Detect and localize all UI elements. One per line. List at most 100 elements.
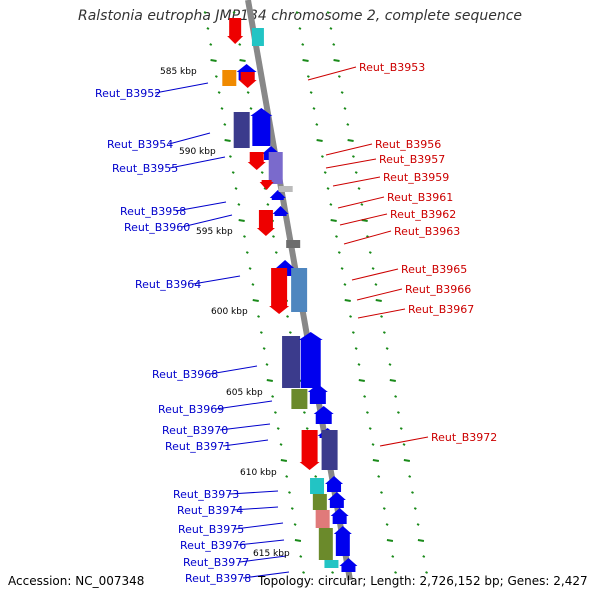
gene-feature bbox=[310, 478, 325, 494]
tick-mark bbox=[238, 219, 245, 222]
tick-mark bbox=[238, 43, 242, 46]
gene-label: Reut_B3965 bbox=[401, 263, 467, 276]
tick-mark bbox=[371, 443, 375, 446]
scale-ticks bbox=[203, 11, 429, 574]
tick-mark bbox=[374, 283, 378, 286]
tick-mark bbox=[259, 331, 263, 334]
tick-mark bbox=[388, 363, 392, 366]
gene-label: Reut_B3971 bbox=[165, 440, 231, 453]
label-connector bbox=[169, 156, 226, 169]
tick-mark bbox=[298, 27, 302, 30]
tick-mark bbox=[271, 395, 275, 398]
gene-arrowhead bbox=[276, 260, 295, 268]
gene-label: Reut_B3960 bbox=[124, 221, 190, 234]
tick-mark bbox=[357, 187, 361, 190]
gene-arrowhead bbox=[269, 306, 290, 314]
topology-text: Topology: circular; Length: 2,726,152 bp… bbox=[258, 574, 588, 588]
gene-feature bbox=[274, 214, 287, 216]
gene-label: Reut_B3955 bbox=[112, 162, 178, 175]
gene-feature bbox=[327, 484, 342, 492]
gene-feature bbox=[286, 240, 301, 248]
tick-mark bbox=[416, 523, 420, 526]
label-connector bbox=[168, 132, 211, 145]
tick-mark bbox=[206, 27, 210, 30]
gene-label: Reut_B3969 bbox=[158, 403, 224, 416]
tick-mark bbox=[340, 267, 344, 270]
gene-feature bbox=[309, 392, 326, 404]
gene-label: Reut_B3970 bbox=[162, 424, 228, 437]
scale-label: 595 kbp bbox=[196, 227, 233, 237]
gene-label: Reut_B3968 bbox=[152, 368, 218, 381]
label-connector bbox=[229, 490, 279, 495]
tick-mark bbox=[276, 427, 280, 430]
gene-feature bbox=[335, 534, 350, 556]
tick-mark bbox=[372, 459, 380, 462]
gene-feature bbox=[300, 340, 321, 388]
scale-label: 600 kbp bbox=[211, 307, 248, 317]
tick-mark bbox=[357, 363, 361, 366]
tick-mark bbox=[302, 411, 306, 414]
tick-mark bbox=[302, 59, 309, 62]
gene-label: Reut_B3952 bbox=[95, 87, 161, 100]
tick-mark bbox=[333, 59, 340, 62]
gene-feature bbox=[315, 510, 330, 528]
gene-label: Reut_B3962 bbox=[390, 208, 456, 221]
gene-label: Reut_B3958 bbox=[120, 205, 186, 218]
tick-mark bbox=[337, 75, 341, 78]
tick-mark bbox=[403, 459, 411, 462]
tick-mark bbox=[239, 59, 246, 62]
tick-mark bbox=[389, 379, 396, 382]
gene-feature bbox=[222, 70, 237, 86]
tick-mark bbox=[260, 171, 264, 174]
tick-mark bbox=[360, 203, 364, 206]
tick-mark bbox=[249, 107, 253, 110]
scale-label: 615 kbp bbox=[253, 549, 290, 559]
tick-mark bbox=[344, 299, 351, 302]
scale-label: 590 kbp bbox=[179, 147, 216, 157]
tick-mark bbox=[262, 347, 266, 350]
gene-arrowhead bbox=[269, 190, 286, 198]
tick-mark bbox=[375, 299, 382, 302]
tick-mark bbox=[315, 123, 319, 126]
gene-feature bbox=[324, 560, 339, 568]
tick-mark bbox=[408, 475, 412, 478]
tick-mark bbox=[285, 475, 289, 478]
tick-mark bbox=[228, 155, 232, 158]
tick-mark bbox=[332, 43, 336, 46]
gene-feature bbox=[240, 72, 255, 80]
label-connector bbox=[325, 158, 377, 169]
label-connector bbox=[332, 176, 381, 187]
tick-mark bbox=[365, 411, 369, 414]
tick-mark bbox=[413, 507, 417, 510]
tick-mark bbox=[351, 155, 355, 158]
tick-mark bbox=[309, 91, 313, 94]
gene-feature bbox=[233, 112, 250, 148]
gene-feature bbox=[251, 28, 264, 46]
gene-label: Reut_B3972 bbox=[431, 431, 497, 444]
tick-mark bbox=[231, 171, 235, 174]
tick-mark bbox=[223, 123, 227, 126]
label-connector bbox=[339, 213, 388, 226]
gene-arrowhead bbox=[339, 558, 358, 566]
gene-arrowhead bbox=[327, 492, 346, 500]
gene-feature bbox=[291, 268, 308, 312]
tick-mark bbox=[246, 91, 250, 94]
tick-mark bbox=[302, 571, 306, 574]
tick-mark bbox=[394, 395, 398, 398]
tick-mark bbox=[237, 203, 241, 206]
tick-mark bbox=[314, 475, 318, 478]
tick-mark bbox=[288, 491, 291, 494]
gene-label: Reut_B3964 bbox=[135, 278, 201, 291]
label-connector bbox=[356, 288, 403, 301]
tick-mark bbox=[340, 91, 344, 94]
gene-feature bbox=[332, 516, 347, 524]
gene-feature bbox=[252, 116, 271, 146]
tick-mark bbox=[251, 283, 255, 286]
tick-mark bbox=[346, 123, 350, 126]
tick-mark bbox=[306, 75, 310, 78]
tick-mark bbox=[312, 107, 316, 110]
gene-feature bbox=[329, 500, 344, 508]
label-connector bbox=[192, 275, 241, 285]
tick-mark bbox=[320, 155, 324, 158]
tick-mark bbox=[351, 331, 355, 334]
